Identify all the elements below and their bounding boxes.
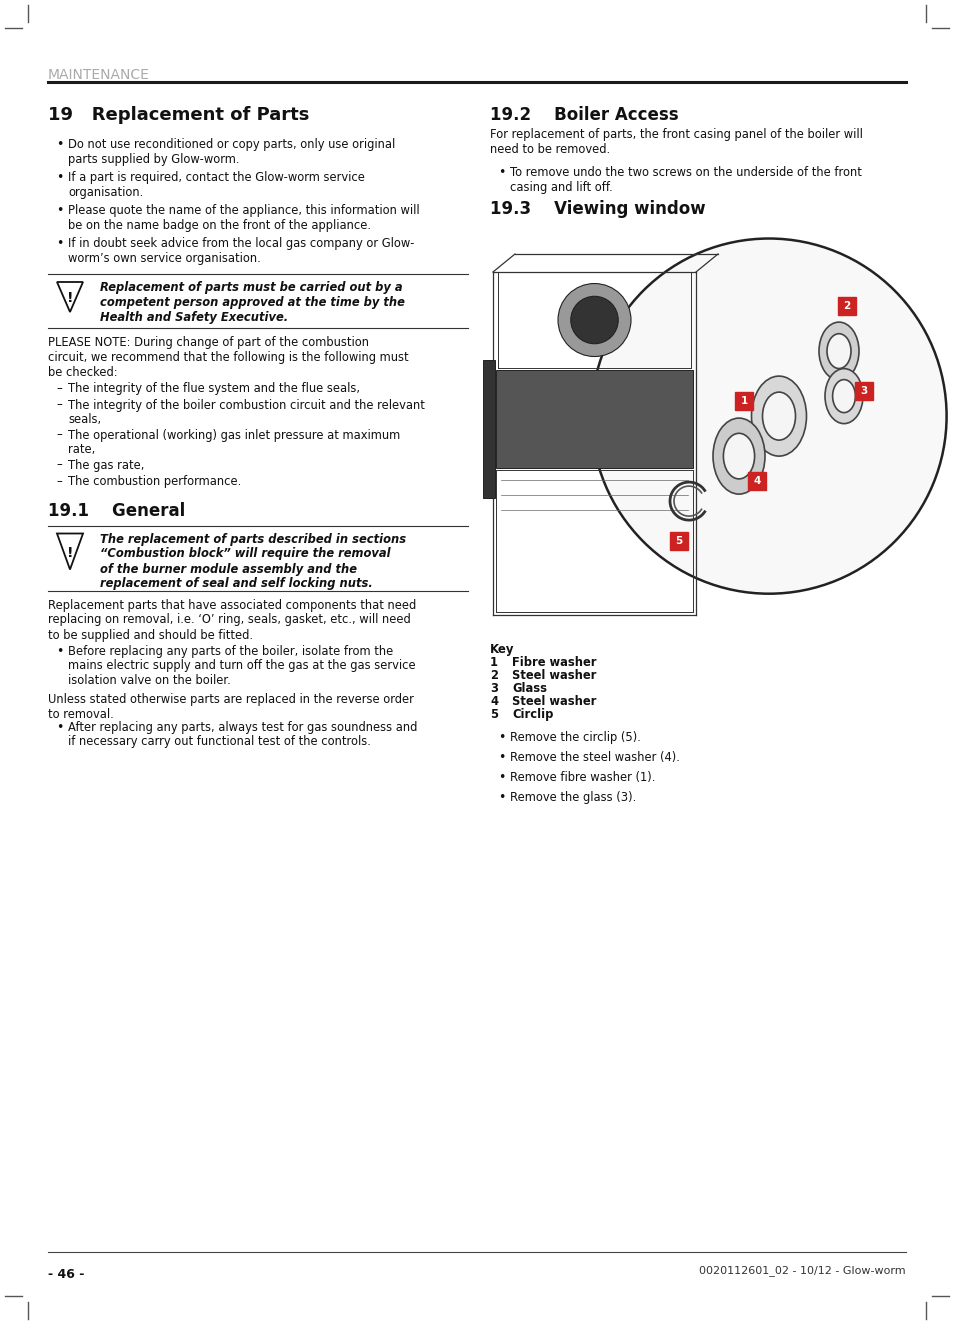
Text: Please quote the name of the appliance, this information will
be on the name bad: Please quote the name of the appliance, … (68, 204, 419, 232)
Text: 3: 3 (860, 387, 866, 396)
Text: The replacement of parts described in sections
“Combustion block” will require t: The replacement of parts described in se… (100, 532, 406, 591)
Text: The integrity of the boiler combustion circuit and the relevant
seals,: The integrity of the boiler combustion c… (68, 399, 424, 426)
Text: Remove the glass (3).: Remove the glass (3). (510, 790, 636, 804)
Text: The gas rate,: The gas rate, (68, 458, 144, 471)
Text: 5: 5 (675, 536, 682, 545)
FancyBboxPatch shape (734, 392, 752, 410)
Text: The integrity of the flue system and the flue seals,: The integrity of the flue system and the… (68, 383, 359, 395)
Text: Before replacing any parts of the boiler, isolate from the
mains electric supply: Before replacing any parts of the boiler… (68, 645, 416, 687)
Text: 19.2    Boiler Access: 19.2 Boiler Access (490, 106, 678, 124)
Bar (482, 360, 495, 498)
Text: •: • (56, 138, 63, 151)
Bar (496, 369, 692, 467)
FancyBboxPatch shape (854, 383, 872, 400)
Text: •: • (497, 166, 505, 179)
Text: !: ! (67, 291, 73, 306)
Text: •: • (56, 720, 63, 733)
Text: •: • (497, 751, 505, 764)
Text: •: • (56, 204, 63, 217)
Text: Fibre washer: Fibre washer (512, 655, 596, 669)
Text: Replacement parts that have associated components that need
replacing on removal: Replacement parts that have associated c… (48, 598, 416, 642)
Text: Glass: Glass (512, 682, 546, 695)
Text: –: – (56, 399, 62, 412)
Circle shape (558, 283, 630, 356)
Text: If a part is required, contact the Glow-worm service
organisation.: If a part is required, contact the Glow-… (68, 171, 364, 199)
Circle shape (570, 297, 618, 344)
Text: MAINTENANCE: MAINTENANCE (48, 68, 150, 82)
Ellipse shape (751, 376, 805, 455)
Text: Circlip: Circlip (512, 708, 553, 722)
Text: 19   Replacement of Parts: 19 Replacement of Parts (48, 106, 309, 124)
Ellipse shape (761, 392, 795, 440)
Text: 4: 4 (490, 695, 497, 708)
Text: Remove fibre washer (1).: Remove fibre washer (1). (510, 771, 655, 784)
Text: Key: Key (490, 643, 514, 655)
Ellipse shape (824, 368, 862, 424)
Text: Unless stated otherwise parts are replaced in the reverse order
to removal.: Unless stated otherwise parts are replac… (48, 692, 414, 720)
Text: Remove the circlip (5).: Remove the circlip (5). (510, 731, 640, 744)
Text: After replacing any parts, always test for gas soundness and
if necessary carry : After replacing any parts, always test f… (68, 720, 417, 748)
Text: •: • (56, 171, 63, 184)
Text: 2: 2 (842, 301, 850, 311)
Text: !: ! (67, 547, 73, 560)
Text: 1: 1 (490, 655, 497, 669)
Text: If in doubt seek advice from the local gas company or Glow-
worm’s own service o: If in doubt seek advice from the local g… (68, 237, 414, 265)
Ellipse shape (832, 380, 855, 413)
Text: 4: 4 (753, 477, 760, 486)
Text: 19.3    Viewing window: 19.3 Viewing window (490, 200, 705, 218)
Ellipse shape (722, 433, 754, 479)
Text: 5: 5 (490, 708, 497, 722)
Text: To remove undo the two screws on the underside of the front
casing and lift off.: To remove undo the two screws on the und… (510, 166, 861, 195)
Text: Steel washer: Steel washer (512, 669, 596, 682)
Text: Remove the steel washer (4).: Remove the steel washer (4). (510, 751, 679, 764)
Text: •: • (497, 731, 505, 744)
Text: - 46 -: - 46 - (48, 1268, 84, 1282)
Text: 2: 2 (490, 669, 497, 682)
Text: The combustion performance.: The combustion performance. (68, 475, 241, 489)
Text: –: – (56, 475, 62, 489)
Circle shape (591, 238, 945, 593)
Text: –: – (56, 458, 62, 471)
Text: •: • (56, 237, 63, 250)
Text: 3: 3 (490, 682, 497, 695)
Text: 0020112601_02 - 10/12 - Glow-worm: 0020112601_02 - 10/12 - Glow-worm (699, 1264, 905, 1276)
Text: 19.1    General: 19.1 General (48, 502, 185, 519)
Text: •: • (497, 790, 505, 804)
Text: –: – (56, 429, 62, 441)
Ellipse shape (826, 334, 850, 368)
Text: Do not use reconditioned or copy parts, only use original
parts supplied by Glow: Do not use reconditioned or copy parts, … (68, 138, 395, 166)
Text: Replacement of parts must be carried out by a
competent person approved at the t: Replacement of parts must be carried out… (100, 281, 404, 324)
Ellipse shape (818, 322, 858, 380)
Text: PLEASE NOTE: During change of part of the combustion
circuit, we recommend that : PLEASE NOTE: During change of part of th… (48, 336, 408, 379)
Text: •: • (56, 645, 63, 658)
FancyBboxPatch shape (747, 473, 765, 490)
FancyBboxPatch shape (837, 297, 855, 315)
Ellipse shape (712, 418, 764, 494)
Text: •: • (497, 771, 505, 784)
Text: The operational (working) gas inlet pressure at maximum
rate,: The operational (working) gas inlet pres… (68, 429, 400, 457)
Text: 1: 1 (740, 396, 747, 406)
Text: –: – (56, 383, 62, 395)
Text: Steel washer: Steel washer (512, 695, 596, 708)
Text: For replacement of parts, the front casing panel of the boiler will
need to be r: For replacement of parts, the front casi… (490, 128, 862, 156)
FancyBboxPatch shape (669, 532, 687, 549)
